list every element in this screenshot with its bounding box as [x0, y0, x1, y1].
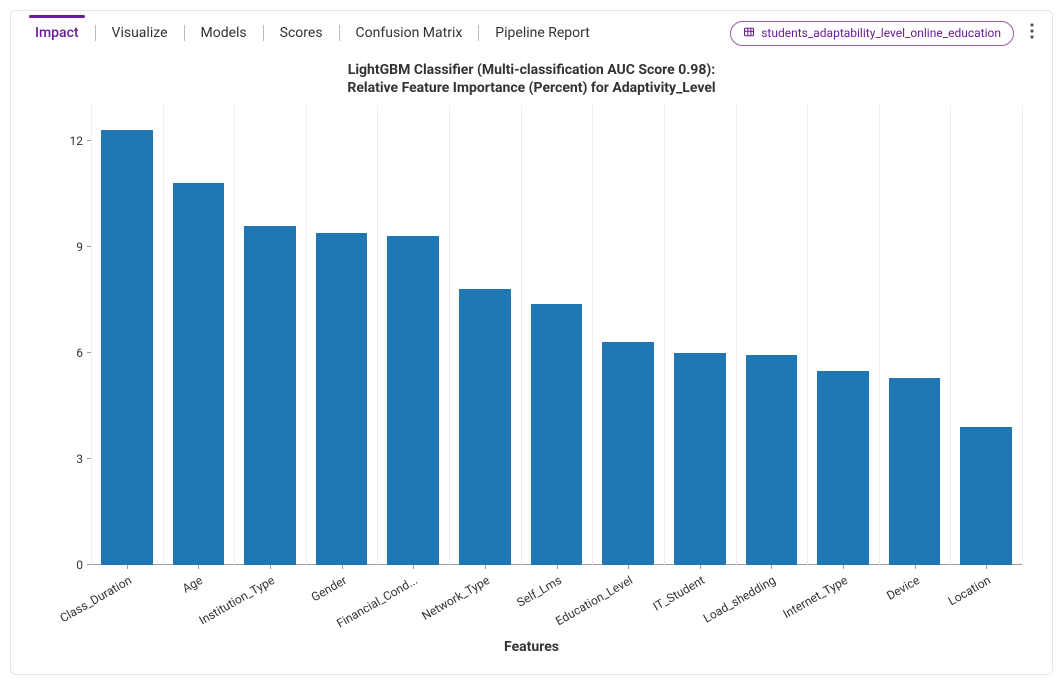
y-tick-label: 6 — [76, 346, 91, 360]
gridline-vertical — [664, 105, 665, 565]
bar[interactable] — [387, 236, 439, 565]
x-tick-label: Location — [946, 573, 993, 608]
y-tick-label: 9 — [76, 240, 91, 254]
y-tick-mark — [87, 246, 91, 247]
x-tick-label: Internet_Type — [781, 573, 850, 621]
dataset-pill-label: students_adaptability_level_online_educa… — [761, 26, 1001, 40]
tab-visualize[interactable]: Visualize — [102, 17, 178, 49]
bar[interactable] — [602, 342, 654, 565]
y-tick-label: 3 — [76, 452, 91, 466]
chart-panel: Impact Visualize Models Scores Confusion Mat… — [10, 10, 1053, 675]
x-axis-labels: Class_DurationAgeInstitution_TypeGenderF… — [91, 565, 1022, 645]
tab-separator — [263, 25, 264, 41]
x-tick-label: Network_Type — [419, 573, 492, 623]
x-tick-label: Self_Lms — [514, 573, 564, 610]
gridline-vertical — [592, 105, 593, 565]
y-tick-label: 0 — [76, 558, 91, 572]
gridline-vertical — [306, 105, 307, 565]
tab-pipeline-report[interactable]: Pipeline Report — [485, 17, 600, 49]
bar[interactable] — [746, 355, 798, 566]
tab-confusion-matrix[interactable]: Confusion Matrix — [346, 17, 473, 49]
x-tick-label: Device — [884, 573, 922, 603]
tabs-row: Impact Visualize Models Scores Confusion Mat… — [11, 11, 1052, 55]
bar[interactable] — [960, 427, 1012, 565]
bar[interactable] — [889, 378, 941, 566]
chart-area: LightGBM Classifier (Multi-classificatio… — [11, 55, 1052, 674]
tab-scores[interactable]: Scores — [270, 17, 333, 49]
gridline-vertical — [736, 105, 737, 565]
table-icon — [743, 26, 755, 41]
tabs: Impact Visualize Models Scores Confusion Mat… — [25, 17, 600, 49]
bar[interactable] — [531, 304, 583, 566]
tab-separator — [478, 25, 479, 41]
tab-impact[interactable]: Impact — [25, 17, 89, 49]
bar[interactable] — [101, 130, 153, 565]
x-tick-label: Gender — [308, 573, 348, 604]
tab-models[interactable]: Models — [191, 17, 257, 49]
chart-title-line1: LightGBM Classifier (Multi-classificatio… — [348, 62, 715, 78]
gridline-vertical — [879, 105, 880, 565]
x-tick-label: IT_Student — [650, 573, 706, 614]
bar[interactable] — [817, 371, 869, 566]
chart-title: LightGBM Classifier (Multi-classificatio… — [31, 61, 1032, 97]
x-tick-label: Age — [180, 573, 205, 596]
bar[interactable] — [173, 183, 225, 565]
bar[interactable] — [674, 353, 726, 565]
gridline-vertical — [807, 105, 808, 565]
tab-separator — [95, 25, 96, 41]
y-tick-mark — [87, 458, 91, 459]
bar[interactable] — [316, 233, 368, 566]
gridline-vertical — [1022, 105, 1023, 565]
gridline-vertical — [91, 105, 92, 565]
chart-title-line2: Relative Feature Importance (Percent) fo… — [347, 80, 715, 96]
gridline-vertical — [950, 105, 951, 565]
x-tick-label: Class_Duration — [57, 573, 133, 625]
more-menu-button[interactable] — [1026, 19, 1038, 47]
bar[interactable] — [244, 226, 296, 566]
dataset-pill[interactable]: students_adaptability_level_online_educa… — [730, 21, 1014, 46]
y-tick-mark — [87, 352, 91, 353]
bar-chart-plot: ImpactOnAdaptivity_Level(Percent) 036912 — [91, 105, 1022, 565]
gridline-vertical — [449, 105, 450, 565]
y-tick-label: 12 — [70, 134, 92, 148]
tab-separator — [184, 25, 185, 41]
bar[interactable] — [459, 289, 511, 565]
gridline-vertical — [163, 105, 164, 565]
x-tick-label: Institution_Type — [197, 573, 277, 627]
x-tick-label: Load_shedding — [701, 573, 778, 626]
gridline-vertical — [377, 105, 378, 565]
gridline-vertical — [234, 105, 235, 565]
gridline-vertical — [521, 105, 522, 565]
y-tick-mark — [87, 140, 91, 141]
x-tick-label: Education_Level — [553, 573, 635, 628]
tab-separator — [339, 25, 340, 41]
